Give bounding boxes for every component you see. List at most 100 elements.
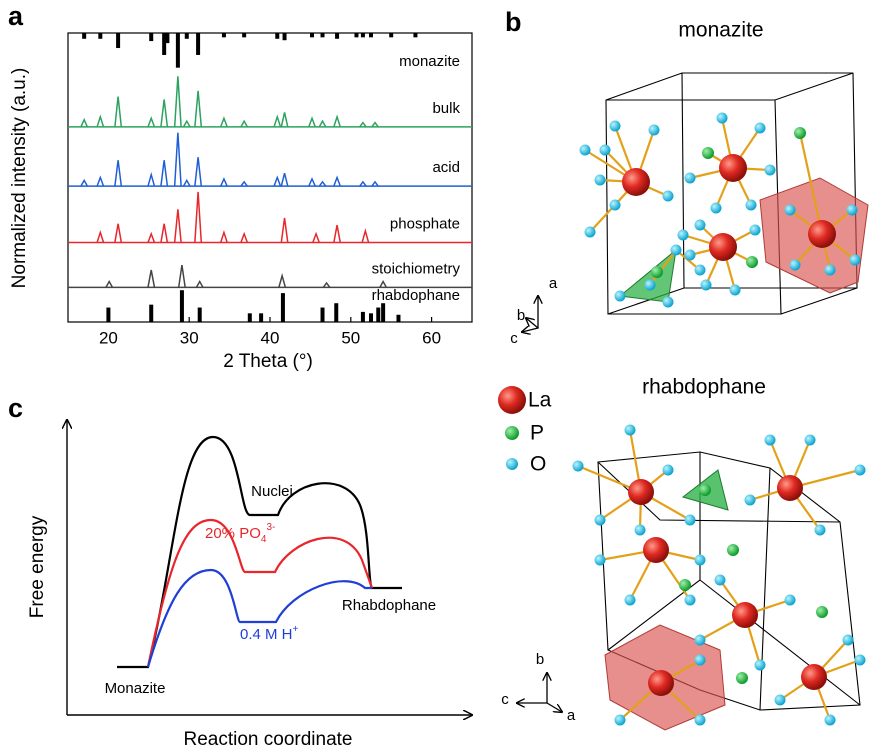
reference-bar <box>222 33 226 37</box>
reference-bar <box>381 303 385 322</box>
reference-bar <box>413 33 417 37</box>
peak <box>281 112 287 126</box>
subscript: 4 <box>261 534 267 545</box>
peak <box>97 117 103 127</box>
y-axis-label: Normalized intensity (a.u.) <box>9 68 30 289</box>
reference-bar <box>116 33 120 48</box>
reference-bar <box>321 308 325 322</box>
axis-letter: a <box>549 275 558 292</box>
axis-letter: b <box>536 651 544 668</box>
structure-title: monazite <box>678 19 763 42</box>
monazite-structure: monazite a b c <box>510 19 868 347</box>
legend-label: O <box>530 453 546 476</box>
axis-letter: b <box>517 307 525 324</box>
peak <box>148 270 154 287</box>
axis-letter: c <box>510 330 518 347</box>
peak <box>106 282 112 288</box>
panel-label: b <box>505 7 522 37</box>
reference-bar <box>196 33 200 55</box>
reference-bar <box>361 33 365 37</box>
reference-bar <box>82 33 86 39</box>
reference-bar <box>361 312 365 322</box>
peak <box>281 173 287 186</box>
series-label: stoichiometry <box>372 260 461 277</box>
reference-bar <box>106 308 110 322</box>
peak <box>175 76 181 127</box>
panel-label: a <box>8 1 24 31</box>
peak <box>148 234 154 243</box>
reference-bar <box>281 293 285 322</box>
reference-bar <box>389 33 393 37</box>
reference-bar <box>165 33 169 43</box>
peak <box>195 91 201 127</box>
rhabdophane-structure: rhabdophane b c a <box>501 376 865 730</box>
peak <box>195 157 201 186</box>
peak <box>313 234 319 243</box>
peak <box>334 178 340 187</box>
peak <box>148 118 154 127</box>
reference-bar <box>275 33 279 39</box>
peak <box>81 180 87 186</box>
reference-bar <box>310 33 314 37</box>
series-label: phosphate <box>390 215 460 232</box>
peak <box>241 234 247 243</box>
peak <box>274 178 280 187</box>
peak <box>319 121 325 127</box>
peak <box>221 118 227 127</box>
curve-label-text: 0.4 M H <box>240 626 293 643</box>
x-axis-label: 2 Theta (°) <box>223 351 313 372</box>
curve-label: 0.4 M H+ <box>240 624 299 643</box>
peak <box>241 121 247 127</box>
reference-label: rhabdophane <box>372 287 460 304</box>
peak <box>175 209 181 242</box>
reference-bar <box>176 33 180 68</box>
peak <box>179 265 185 287</box>
series-label: acid <box>432 159 460 176</box>
reference-bar <box>198 308 202 322</box>
peak <box>161 224 167 243</box>
state-label: Monazite <box>105 680 166 697</box>
peak <box>97 178 103 187</box>
peak <box>115 160 121 186</box>
peak <box>175 133 181 186</box>
x-tick-label: 40 <box>261 328 280 347</box>
peak <box>161 99 167 126</box>
reference-bar <box>149 305 153 322</box>
reference-bar <box>149 33 153 41</box>
x-tick-label: 20 <box>99 328 118 347</box>
structure-title: rhabdophane <box>642 376 766 399</box>
peak <box>334 117 340 127</box>
reference-bar <box>369 33 373 37</box>
reference-bar <box>376 308 380 322</box>
curve-label: Nuclei <box>251 483 293 500</box>
axis-letter: a <box>567 707 576 724</box>
state-label: Rhabdophane <box>342 597 436 614</box>
legend-label: P <box>530 422 544 445</box>
peak <box>221 179 227 186</box>
peak <box>221 232 227 242</box>
y-axis-label: Free energy <box>27 515 48 618</box>
peak <box>81 120 87 127</box>
reference-bar <box>180 290 184 322</box>
superscript: + <box>293 624 299 635</box>
peak <box>309 179 315 186</box>
peak <box>184 180 190 186</box>
reference-bar <box>248 313 252 322</box>
peak <box>281 218 287 243</box>
reference-bar <box>98 33 102 39</box>
peak <box>196 282 202 288</box>
reference-bar <box>335 33 339 39</box>
peak <box>148 175 154 187</box>
curve-label: 20% PO43- <box>205 522 275 545</box>
reference-bar <box>242 33 246 37</box>
plot-frame <box>68 33 472 322</box>
reference-bar <box>334 303 338 322</box>
peak <box>309 118 315 127</box>
peak <box>161 160 167 186</box>
peak <box>115 97 121 127</box>
curve-label-text: 20% PO <box>205 525 261 542</box>
reference-bar <box>259 313 263 322</box>
reference-bar <box>354 33 358 37</box>
peak <box>334 225 340 242</box>
